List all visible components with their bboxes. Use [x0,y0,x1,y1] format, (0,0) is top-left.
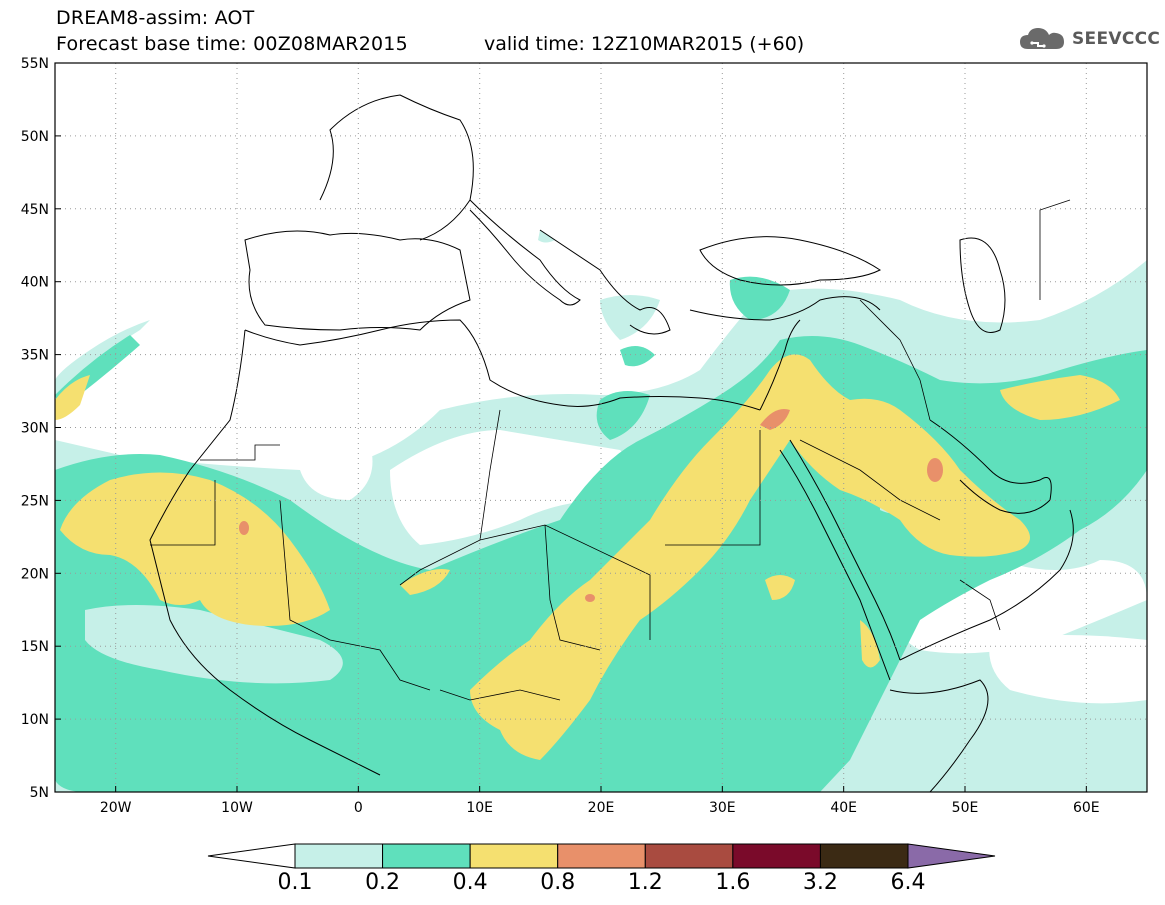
colorbar-swatch [469,843,559,869]
country-borders [150,199,1071,701]
lat-tick-label: 50N [21,129,49,145]
colorbar-under-arrow [207,843,296,869]
aot-level-0.4-field [55,354,1120,760]
lat-tick-label: 5N [30,785,49,801]
map-title: DREAM8-assim: AOT [56,7,255,29]
colorbar-over-arrow [907,843,996,869]
lat-tick-label: 45N [21,202,49,218]
colorbar-swatch [732,843,821,869]
lat-tick-label: 30N [21,421,49,437]
colorbar-swatch [644,843,734,869]
colorbar-swatch [557,843,646,869]
lon-tick-label: 20E [588,800,615,816]
coastlines [149,94,1074,792]
latitude-axis: 55N 50N 45N 40N 35N 30N 25N 20N 15N 10N 5N [21,56,61,801]
colorbar-label: 3.2 [802,870,838,895]
lat-tick-label: 35N [21,348,49,364]
colorbar-swatch [819,843,909,869]
lat-tick-label: 15N [21,639,49,655]
colorbar-label: 0.2 [365,870,401,895]
colorbar-label: 6.4 [890,870,926,895]
cloud-icon [1020,28,1064,49]
lon-tick-label: 40E [830,800,857,816]
forecast-base-time: Forecast base time: 00Z08MAR2015 [56,33,408,55]
lat-tick-label: 55N [21,56,49,72]
lon-tick-label: 20W [100,800,132,816]
valid-time: valid time: 12Z10MAR2015 (+60) [484,33,805,55]
lon-tick-label: 30E [709,800,736,816]
lat-tick-label: 20N [21,566,49,582]
colorbar-swatch [382,843,471,869]
graticule [55,63,1147,792]
lon-tick-label: 0 [354,800,363,816]
lon-tick-label: 10E [466,800,493,816]
colorbar-swatch [294,843,384,869]
aot-level-0.8-spots [239,409,943,602]
colorbar-label: 1.2 [627,870,663,895]
lon-tick-label: 50E [952,800,979,816]
colorbar-label: 0.1 [277,870,313,895]
colorbar-label: 0.8 [540,870,576,895]
lon-tick-label: 10W [221,800,253,816]
lat-tick-label: 25N [21,493,49,509]
longitude-axis: 20W 10W 0 10E 20E 30E 40E 50E 60E [100,786,1100,816]
lon-tick-label: 60E [1073,800,1100,816]
logo-text: SEEVCCC [1072,29,1161,49]
lat-tick-label: 10N [21,712,49,728]
seevccc-logo: SEEVCCC [1018,24,1160,54]
colorbar-label: 1.6 [715,870,751,895]
colorbar-label: 0.4 [452,870,488,895]
colorbar [207,843,996,869]
lat-tick-label: 40N [21,275,49,291]
